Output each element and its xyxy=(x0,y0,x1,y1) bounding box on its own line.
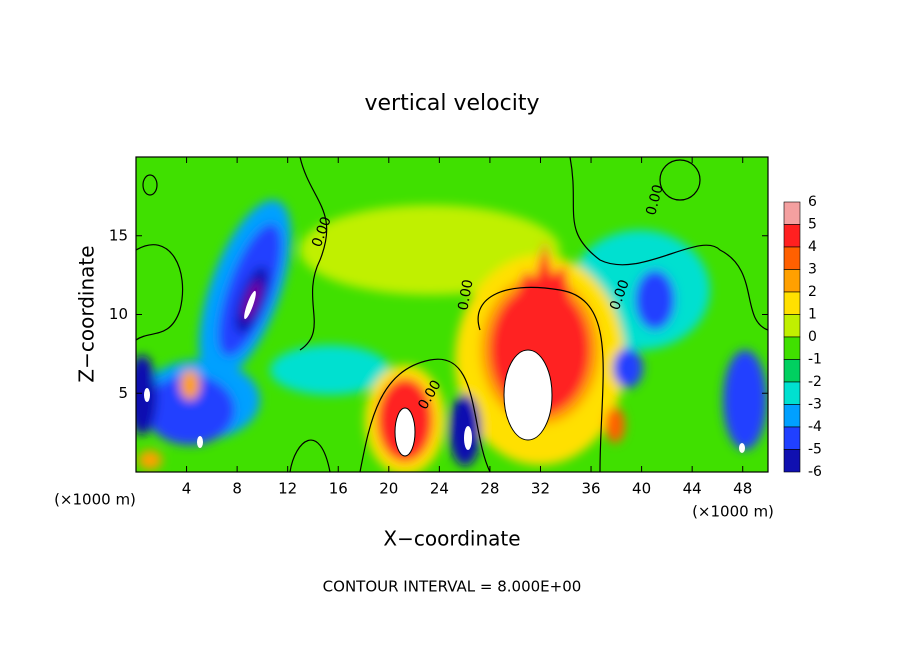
colorbar-label: -2 xyxy=(808,374,822,390)
x-unit-label: (×1000 m) xyxy=(692,503,774,521)
colorbar-box xyxy=(783,404,801,428)
x-tick-label: 24 xyxy=(430,480,449,498)
colorbar-box xyxy=(783,359,801,383)
x-tick-label: 12 xyxy=(278,480,297,498)
colorbar-box xyxy=(783,224,801,248)
colorbar-label: 1 xyxy=(808,307,817,323)
x-axis-label: X−coordinate xyxy=(383,527,520,551)
colorbar-box xyxy=(783,314,801,338)
x-tick-label: 44 xyxy=(683,480,702,498)
colorbar-box xyxy=(783,291,801,315)
contour-label: 0.00 xyxy=(643,183,667,217)
x-tick-label: 4 xyxy=(182,480,192,498)
x-tick-label: 28 xyxy=(480,480,499,498)
colorbar-box xyxy=(783,426,801,450)
colorbar-box xyxy=(783,336,801,360)
y-axis-label: Z−coordinate xyxy=(75,245,99,382)
colorbar-box xyxy=(783,201,801,225)
y-unit-label: (×1000 m) xyxy=(54,491,136,509)
colorbar-label: 6 xyxy=(808,194,817,210)
colorbar-label: 4 xyxy=(808,239,817,255)
x-tick-label: 32 xyxy=(531,480,550,498)
y-tick-label: 10 xyxy=(109,305,128,323)
colorbar-box xyxy=(783,246,801,270)
colorbar-label: 2 xyxy=(808,284,817,300)
x-tick-label: 16 xyxy=(329,480,348,498)
colorbar-label: -1 xyxy=(808,352,822,368)
colorbar-label: 3 xyxy=(808,262,817,278)
y-tick-label: 5 xyxy=(118,384,128,402)
x-tick-label: 48 xyxy=(733,480,752,498)
footnote: CONTOUR INTERVAL = 8.000E+00 xyxy=(323,578,582,596)
x-tick-label: 40 xyxy=(632,480,651,498)
colorbar-label: -3 xyxy=(808,397,822,413)
field: 0.00 0.00 0.00 0.00 0.00 xyxy=(136,157,768,472)
y-tick-label: 15 xyxy=(109,226,128,244)
x-tick-label: 36 xyxy=(581,480,600,498)
contour-label: 0.00 xyxy=(455,278,476,311)
colorbar-label: 5 xyxy=(808,217,817,233)
colorbar-label: -4 xyxy=(808,419,822,435)
colorbar-box xyxy=(783,269,801,293)
x-tick-label: 20 xyxy=(379,480,398,498)
colorbar-label: -5 xyxy=(808,442,822,458)
colorbar-label: -6 xyxy=(808,464,822,480)
x-tick-label: 8 xyxy=(232,480,242,498)
colorbar-box xyxy=(783,381,801,405)
colorbar-label: 0 xyxy=(808,329,817,345)
colorbar-box xyxy=(783,449,801,473)
chart-title: vertical velocity xyxy=(364,91,539,116)
